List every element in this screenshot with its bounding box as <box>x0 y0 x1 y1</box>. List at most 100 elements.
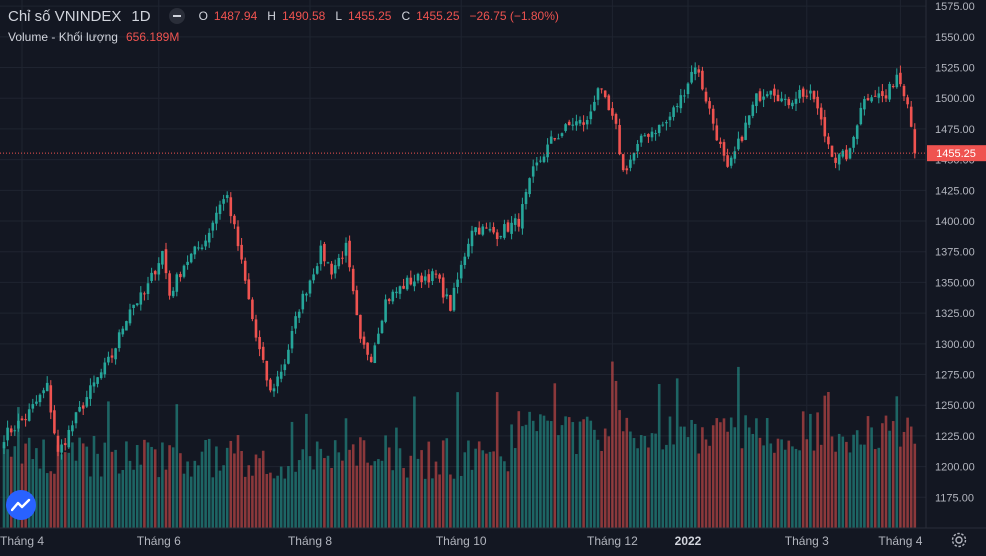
volume-bar <box>117 473 121 528</box>
volume-bar <box>290 421 294 528</box>
volume-bar <box>128 460 132 528</box>
volume-bar <box>668 416 672 528</box>
candle-body <box>765 94 769 97</box>
volume-bar <box>351 444 355 528</box>
candle-body <box>373 345 377 364</box>
volume-bar <box>816 412 819 528</box>
volume-bar <box>186 461 189 528</box>
volume-bars <box>2 361 917 528</box>
volume-bar <box>524 424 528 528</box>
candle-body <box>171 290 175 297</box>
candle-body <box>175 274 179 292</box>
candle-body <box>758 91 762 101</box>
volume-bar <box>85 446 89 528</box>
candle-body <box>441 277 445 298</box>
candle-body <box>218 204 222 215</box>
volume-label[interactable]: Volume - Khối lượng <box>8 30 118 44</box>
candle-body <box>438 274 441 279</box>
candle-body <box>276 376 279 387</box>
candle-body <box>654 133 657 135</box>
candle-body <box>873 95 877 97</box>
volume-bar <box>546 420 549 528</box>
candle-body <box>236 226 240 247</box>
candle-body <box>467 243 470 257</box>
candle-body <box>744 122 747 140</box>
y-tick-label: 1375.00 <box>935 247 975 259</box>
candle-body <box>308 280 312 294</box>
price-axis[interactable]: 1175.00 1200.00 1225.00 1250.00 1275.00 1300.… <box>935 1 975 504</box>
volume-bar <box>657 384 661 528</box>
candle-body <box>359 314 362 339</box>
y-tick-label: 1275.00 <box>935 370 975 382</box>
candle-body <box>794 98 798 104</box>
candle-body <box>60 444 63 453</box>
volume-bar <box>279 466 283 528</box>
volume-bar <box>510 424 513 528</box>
volume-bar <box>906 417 909 528</box>
volume-bar <box>607 436 611 528</box>
candle-body <box>485 227 488 229</box>
candle-body <box>13 430 17 432</box>
candle-body <box>398 286 402 294</box>
volume-bar <box>895 396 899 528</box>
volume-bar <box>427 441 431 528</box>
volume-bar <box>258 458 261 528</box>
volume-bar <box>211 477 215 528</box>
volume-bar <box>139 464 143 528</box>
volume-bar <box>726 431 729 528</box>
gear-icon[interactable] <box>950 531 968 549</box>
candle-body <box>510 222 513 234</box>
candle-body <box>535 162 539 166</box>
change-value: −26.75 (−1.80%) <box>469 9 559 23</box>
volume-bar <box>751 433 755 528</box>
volume-bar <box>60 454 63 528</box>
volume-bar <box>348 449 351 528</box>
interval[interactable]: 1D <box>131 7 151 25</box>
candle-body <box>384 299 387 322</box>
candle-body <box>125 321 128 331</box>
candle-body <box>168 273 171 296</box>
volume-bar <box>888 430 891 528</box>
volume-bar <box>798 450 801 528</box>
volume-bar <box>812 450 816 528</box>
volume-bar <box>222 465 225 528</box>
volume-bar <box>485 453 488 528</box>
candle-body <box>387 299 391 302</box>
candle-body <box>45 382 49 392</box>
candle-body <box>150 272 153 281</box>
candle-body <box>207 232 211 243</box>
volume-bar <box>686 437 690 528</box>
candle-body <box>272 388 276 392</box>
candle-body <box>650 131 654 138</box>
candle-body <box>531 166 535 177</box>
candle-body <box>809 90 812 94</box>
volume-bar <box>243 476 247 528</box>
candle-body <box>326 262 330 264</box>
tradingview-logo-icon[interactable] <box>6 490 36 520</box>
eye-icon[interactable] <box>168 8 185 24</box>
candle-body <box>852 137 855 148</box>
candle-body <box>895 74 899 88</box>
volume-bar <box>819 444 823 528</box>
candle-body <box>553 138 557 140</box>
close-value: 1455.25 <box>416 9 460 23</box>
candle-body <box>524 192 528 205</box>
symbol-name[interactable]: Chỉ số VNINDEX <box>8 7 122 25</box>
last-price-text: 1455.25 <box>936 148 976 160</box>
candle-body <box>413 281 416 287</box>
candle-body <box>380 320 384 334</box>
volume-bar <box>81 443 85 528</box>
candle-body <box>161 250 164 265</box>
volume-bar <box>557 435 560 528</box>
candle-body <box>67 429 71 448</box>
time-axis[interactable]: Tháng 4 Tháng 6 Tháng 8 Tháng 10 Tháng 12 202… <box>0 534 923 548</box>
volume-bar <box>161 442 164 528</box>
candle-body <box>614 114 618 124</box>
candle-body <box>521 204 524 229</box>
candle-body <box>204 240 207 247</box>
candle-body <box>683 95 686 97</box>
volume-bar <box>312 469 315 528</box>
volume-bar <box>398 448 402 528</box>
candle-body <box>827 136 830 145</box>
